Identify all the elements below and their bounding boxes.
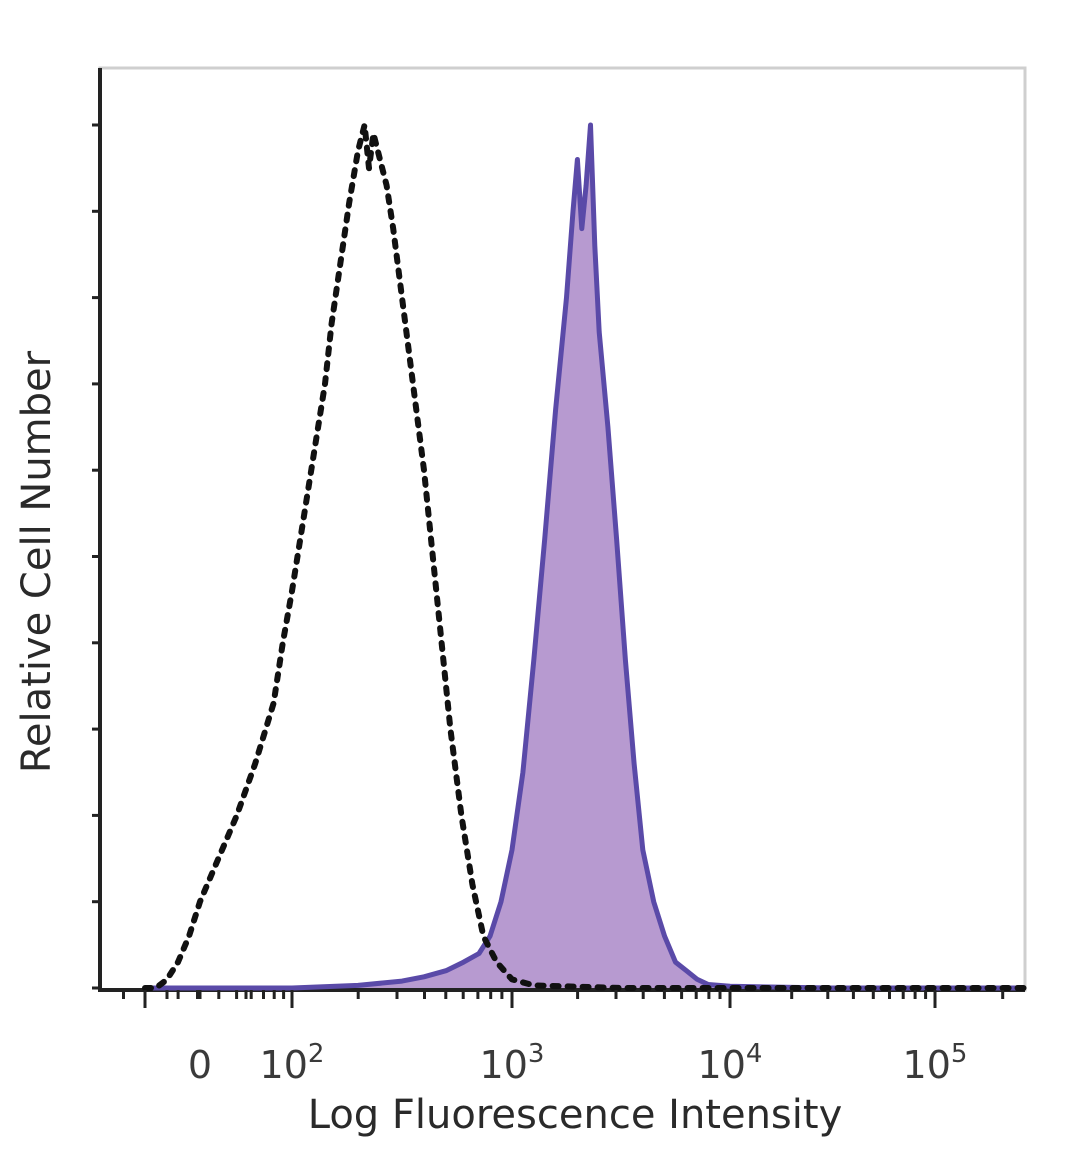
x-tick-label: 0 — [188, 1043, 212, 1087]
series-line-0 — [142, 122, 1028, 991]
series-line-1 — [145, 122, 1025, 991]
x-tick-label: 103 — [480, 1039, 545, 1087]
x-axis-title: Log Fluorescence Intensity — [308, 1092, 843, 1138]
x-tick-label: 104 — [698, 1039, 763, 1087]
y-axis-title: Relative Cell Number — [14, 350, 60, 773]
x-tick-label: 102 — [260, 1039, 325, 1087]
x-axis-tick-labels: 0 102 103 104 105 — [188, 1039, 968, 1087]
x-tick-label: 105 — [903, 1039, 968, 1087]
x-axis-ticks — [122, 990, 1005, 1008]
series-fill-1 — [145, 125, 1025, 988]
y-axis-ticks — [92, 123, 100, 990]
series-layer — [142, 122, 1028, 991]
